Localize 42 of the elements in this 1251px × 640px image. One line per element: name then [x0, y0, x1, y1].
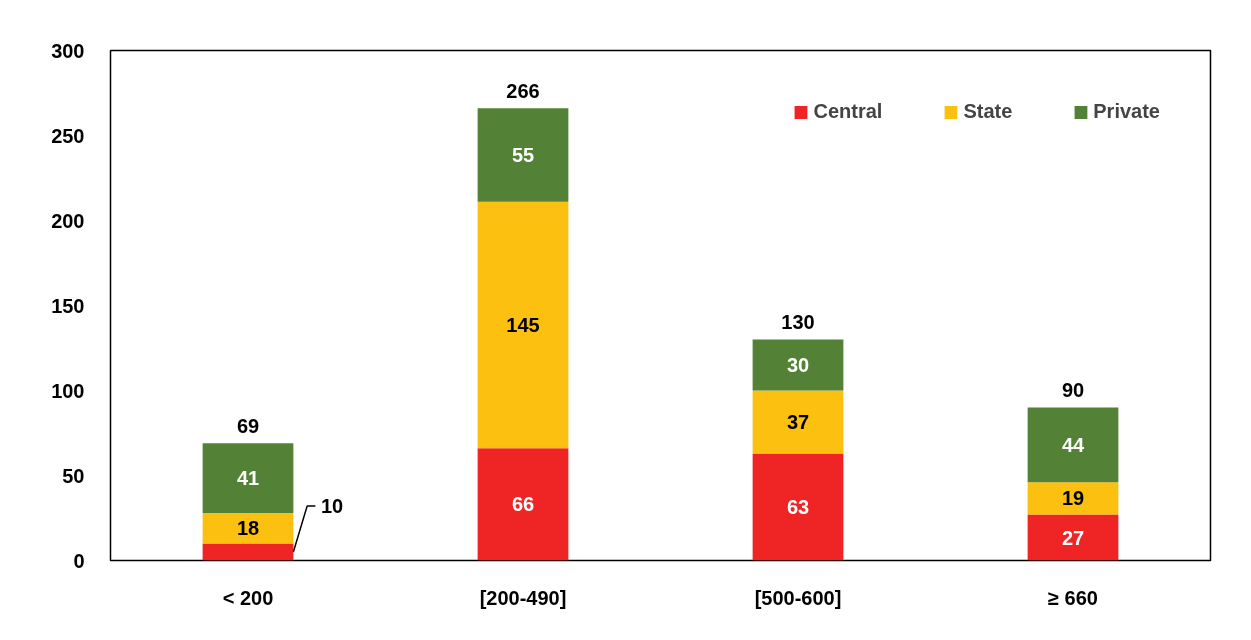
data-label: 55 [511, 144, 535, 167]
total-label: 130 [781, 311, 815, 334]
y-tick-label: 0 [73, 549, 85, 572]
bar [202, 443, 294, 513]
data-label: 10 [320, 495, 344, 518]
x-tick-label: [200-490] [479, 586, 567, 609]
data-label: 27 [1061, 526, 1085, 549]
y-tick-label: 150 [51, 294, 85, 317]
bar [477, 448, 569, 561]
data-label: 66 [511, 493, 535, 516]
y-tick-label: 250 [51, 124, 85, 147]
bar [477, 108, 569, 202]
bar [752, 339, 844, 391]
bar [202, 543, 294, 561]
bar [477, 201, 569, 449]
total-label: 266 [506, 80, 540, 103]
bar [1027, 514, 1119, 561]
x-tick-label: ≥ 660 [1048, 586, 1098, 609]
bar [202, 512, 294, 544]
bar [1027, 407, 1119, 483]
data-label: 37 [786, 410, 810, 433]
y-tick-label: 50 [62, 464, 85, 487]
data-label: 44 [1061, 433, 1085, 456]
x-tick-label: [500-600] [754, 586, 842, 609]
data-label: 63 [786, 495, 810, 518]
bar [1027, 482, 1119, 515]
data-label: 18 [236, 517, 260, 540]
legend-label: Private [1093, 100, 1160, 123]
legend-label: Central [813, 100, 883, 123]
x-tick-label: < 200 [222, 586, 274, 609]
total-label: 90 [1061, 379, 1085, 402]
data-label: 19 [1061, 487, 1085, 510]
y-tick-label: 100 [51, 379, 85, 402]
bar [752, 453, 844, 561]
y-tick-label: 300 [51, 39, 85, 62]
legend-label: State [963, 100, 1013, 123]
total-label: 69 [236, 415, 260, 437]
data-label: 30 [786, 354, 810, 376]
y-tick-label: 200 [51, 209, 85, 232]
data-label: 145 [506, 314, 540, 337]
bar [752, 390, 844, 454]
data-label: 41 [236, 467, 260, 490]
